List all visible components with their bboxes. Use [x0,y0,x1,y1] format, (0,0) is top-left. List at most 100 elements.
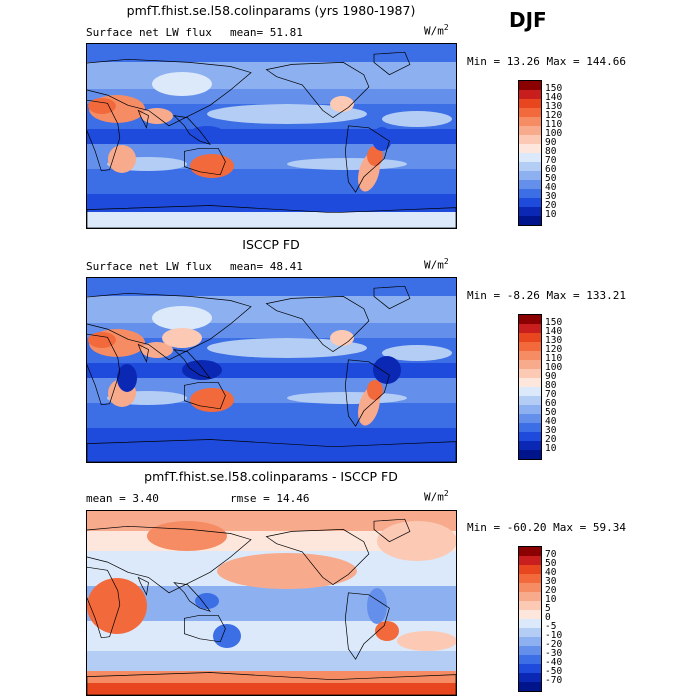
panel-3-rmse: rmse = 14.46 [230,492,310,505]
colorbar-tick-label: 70 [545,549,557,560]
panel-3-minmax: Min = -60.20 Max = 59.34 [467,521,626,534]
colorbar-tick-label: -5 [545,621,557,632]
colorbar-swatch [519,682,541,691]
colorbar-tick-label: 100 [545,362,563,373]
colorbar-swatch [519,144,541,153]
colorbar-tick-label: 110 [545,119,563,130]
colorbar-tick-label: 50 [545,407,557,418]
colorbar-swatch [519,162,541,171]
colorbar-swatch [519,414,541,423]
colorbar-tick-label: 120 [545,110,563,121]
colorbar-swatch [519,117,541,126]
colorbar-tick-label: 70 [545,155,557,166]
colorbar-swatch [519,592,541,601]
colorbar-tick-label: 60 [545,164,557,175]
colorbar-tick-label: 20 [545,200,557,211]
panel-1-title: pmfT.fhist.se.l58.colinparams (yrs 1980-… [126,3,416,18]
colorbar-tick-label: 140 [545,326,563,337]
panel-1-map [86,43,457,229]
colorbar-swatch [519,369,541,378]
panel-3-map [86,510,457,696]
colorbar-swatch [519,207,541,216]
colorbar-tick-label: 20 [545,434,557,445]
colorbar-tick-label: 30 [545,425,557,436]
colorbar-tick-label: 80 [545,146,557,157]
colorbar-swatch [519,637,541,646]
colorbar-tick-label: 120 [545,344,563,355]
colorbar-swatch [519,171,541,180]
colorbar-swatch [519,432,541,441]
panel-2-colorbar [518,314,542,460]
colorbar-swatch [519,90,541,99]
colorbar-swatch [519,108,541,117]
colorbar-tick-label: 10 [545,443,557,454]
colorbar-swatch [519,126,541,135]
colorbar-swatch [519,450,541,459]
colorbar-tick-label: 50 [545,558,557,569]
colorbar-tick-label: -50 [545,666,563,677]
colorbar-swatch [519,664,541,673]
colorbar-tick-label: 40 [545,182,557,193]
colorbar-swatch [519,342,541,351]
panel-1-minmax: Min = 13.26 Max = 144.66 [467,55,626,68]
colorbar-swatch [519,396,541,405]
colorbar-swatch [519,655,541,664]
colorbar-tick-label: 50 [545,173,557,184]
colorbar-swatch [519,333,541,342]
panel-3-mean: mean = 3.40 [86,492,159,505]
colorbar-swatch [519,423,541,432]
colorbar-tick-label: 150 [545,317,563,328]
colorbar-tick-label: 40 [545,416,557,427]
colorbar-tick-label: -40 [545,657,563,668]
colorbar-swatch [519,574,541,583]
colorbar-tick-label: 130 [545,335,563,346]
colorbar-swatch [519,216,541,225]
colorbar-swatch [519,610,541,619]
colorbar-tick-label: 110 [545,353,563,364]
panel-2-title: ISCCP FD [242,237,300,252]
colorbar-tick-label: -30 [545,648,563,659]
colorbar-tick-label: -20 [545,639,563,650]
colorbar-swatch [519,189,541,198]
colorbar-swatch [519,565,541,574]
colorbar-swatch [519,378,541,387]
colorbar-swatch [519,405,541,414]
colorbar-swatch [519,99,541,108]
season-label: DJF [509,8,547,32]
colorbar-tick-label: 90 [545,137,557,148]
colorbar-tick-label: 80 [545,380,557,391]
panel-2-minmax: Min = -8.26 Max = 133.21 [467,289,626,302]
colorbar-tick-label: 90 [545,371,557,382]
panel-2-units: W/m2 [424,257,449,272]
panel-2-variable-label: Surface net LW flux [86,260,212,273]
panel-3-title: pmfT.fhist.se.l58.colinparams - ISCCP FD [144,469,398,484]
colorbar-swatch [519,673,541,682]
panel-1-mean: mean= 51.81 [230,26,303,39]
panel-1-units: W/m2 [424,23,449,38]
colorbar-swatch [519,628,541,637]
colorbar-swatch [519,351,541,360]
colorbar-tick-label: 70 [545,389,557,400]
colorbar-swatch [519,547,541,556]
colorbar-swatch [519,198,541,207]
panel-3-colorbar [518,546,542,692]
colorbar-tick-label: -10 [545,630,563,641]
colorbar-tick-label: 40 [545,567,557,578]
panel-2-map [86,277,457,463]
colorbar-swatch [519,153,541,162]
panel-1-colorbar [518,80,542,226]
colorbar-tick-label: 0 [545,612,551,623]
colorbar-swatch [519,646,541,655]
colorbar-tick-label: 10 [545,209,557,220]
colorbar-swatch [519,315,541,324]
colorbar-tick-label: 30 [545,576,557,587]
colorbar-swatch [519,583,541,592]
colorbar-swatch [519,360,541,369]
colorbar-tick-label: 130 [545,101,563,112]
colorbar-tick-label: 30 [545,191,557,202]
colorbar-swatch [519,135,541,144]
panel-3-units: W/m2 [424,489,449,504]
colorbar-swatch [519,180,541,189]
colorbar-swatch [519,556,541,565]
colorbar-swatch [519,441,541,450]
